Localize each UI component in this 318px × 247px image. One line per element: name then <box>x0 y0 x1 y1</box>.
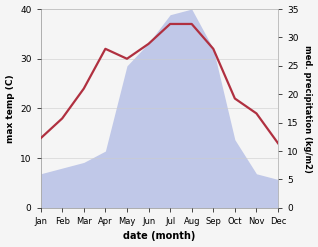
X-axis label: date (month): date (month) <box>123 231 196 242</box>
Y-axis label: max temp (C): max temp (C) <box>5 74 15 143</box>
Y-axis label: med. precipitation (kg/m2): med. precipitation (kg/m2) <box>303 44 313 172</box>
